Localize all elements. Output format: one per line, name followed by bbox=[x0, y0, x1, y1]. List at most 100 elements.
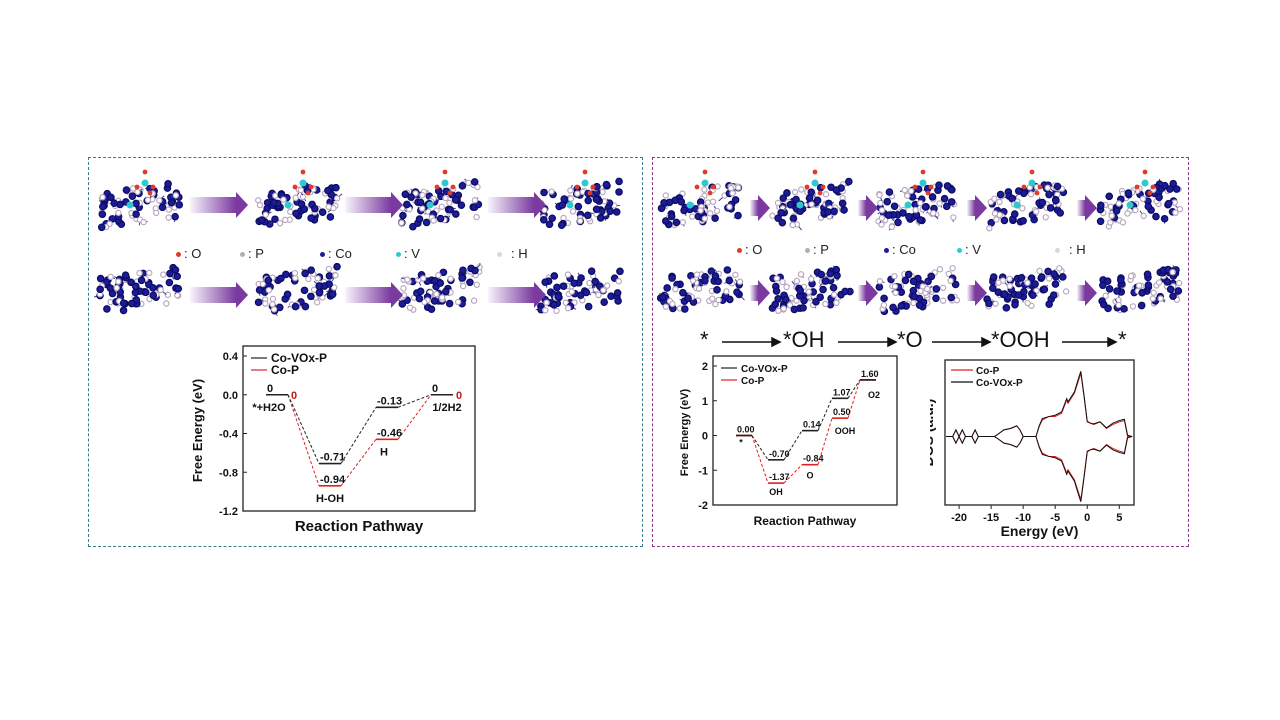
phosphorus-atom bbox=[1175, 279, 1183, 287]
cobalt-atom bbox=[612, 208, 621, 216]
cobalt-atom bbox=[1137, 301, 1146, 310]
data-label: 0.14 bbox=[803, 420, 821, 430]
legend-v-label: : V bbox=[404, 246, 420, 261]
cobalt-atom bbox=[137, 276, 146, 285]
phosphorus-atom bbox=[603, 282, 611, 289]
cobalt-atom bbox=[833, 271, 841, 280]
phosphorus-atom bbox=[891, 272, 898, 280]
arrow-body bbox=[858, 200, 866, 216]
vanadium-atom bbox=[1028, 179, 1036, 187]
data-label: 0.50 bbox=[833, 407, 851, 417]
phosphorus-atom bbox=[732, 271, 739, 278]
cobalt-atom bbox=[680, 206, 688, 215]
cobalt-atom bbox=[883, 197, 892, 206]
vanadium-atom bbox=[1013, 201, 1021, 209]
arrow-head bbox=[758, 195, 770, 221]
cobalt-atom bbox=[557, 221, 566, 229]
cobalt-atom bbox=[1105, 285, 1114, 293]
cobalt-atom bbox=[550, 272, 559, 280]
cobalt-atom bbox=[451, 196, 460, 204]
phosphorus-atom bbox=[712, 300, 719, 308]
phosphorus-atom bbox=[709, 295, 716, 302]
phosphorus-atom bbox=[310, 286, 318, 293]
phosphorus-atom bbox=[446, 199, 453, 207]
cobalt-atom bbox=[1174, 287, 1183, 295]
phosphorus-atom bbox=[950, 214, 957, 221]
cobalt-atom bbox=[583, 211, 592, 220]
cobalt-atom bbox=[459, 266, 467, 275]
phosphorus-atom bbox=[986, 225, 993, 232]
cobalt-atom bbox=[441, 287, 450, 296]
hydrogen-atom-icon bbox=[497, 252, 502, 258]
y-tick-label: 1 bbox=[702, 396, 708, 408]
cobalt-atom bbox=[1164, 199, 1173, 208]
y-axis-label: DOS (a.u.) bbox=[930, 399, 936, 467]
data-label: 0 bbox=[267, 383, 273, 395]
phosphorus-atom bbox=[430, 217, 437, 224]
x-tick-label: -5 bbox=[1050, 512, 1060, 524]
phosphorus-atom bbox=[791, 189, 799, 196]
cobalt-atom bbox=[832, 186, 841, 194]
cobalt-atom bbox=[711, 272, 720, 280]
phosphorus-atom bbox=[797, 271, 805, 278]
phosphorus-atom bbox=[600, 287, 607, 294]
oxygen-atom bbox=[142, 169, 148, 175]
y-tick-label: -2 bbox=[698, 500, 708, 512]
phosphorus-atom bbox=[936, 266, 944, 273]
cobalt-atom bbox=[778, 218, 787, 227]
connector-line bbox=[783, 464, 803, 484]
cobalt-atom bbox=[1008, 194, 1016, 203]
eq-ooh: *OOH bbox=[991, 327, 1050, 352]
cobalt-atom bbox=[792, 195, 800, 204]
cobalt-atom bbox=[401, 190, 410, 199]
cobalt-atom bbox=[399, 211, 407, 220]
cobalt-atom bbox=[127, 278, 135, 287]
phosphorus-atom bbox=[113, 284, 120, 292]
phosphorus-atom bbox=[568, 288, 575, 295]
cobalt-atom bbox=[779, 194, 788, 202]
cobalt-atom bbox=[165, 278, 174, 287]
cobalt-atom bbox=[301, 269, 309, 278]
phosphorus-atom-icon bbox=[240, 252, 245, 258]
cobalt-atom bbox=[1051, 280, 1060, 288]
step-label: OH bbox=[769, 487, 783, 497]
oxygen-atom bbox=[292, 184, 298, 190]
cobalt-atom bbox=[875, 283, 884, 291]
oxygen-atom bbox=[582, 169, 588, 175]
legend-h: : H bbox=[497, 246, 528, 261]
arrow-body bbox=[488, 287, 534, 303]
x-tick-label: 0 bbox=[1084, 512, 1090, 524]
cobalt-atom bbox=[829, 283, 838, 292]
phosphorus-atom bbox=[808, 201, 815, 208]
y-tick-label: 0.0 bbox=[223, 390, 238, 402]
cobalt-atom bbox=[471, 266, 479, 275]
legend-label: Co-VOx-P bbox=[976, 378, 1023, 389]
cobalt-atom bbox=[1049, 291, 1058, 300]
cobalt-atom bbox=[671, 196, 680, 205]
cobalt-atom bbox=[98, 210, 107, 219]
y-tick-label: -0.8 bbox=[219, 467, 238, 479]
oxygen-atom bbox=[1142, 169, 1148, 175]
cobalt-atom bbox=[904, 270, 913, 279]
cobalt-atom bbox=[840, 206, 848, 214]
cobalt-atom bbox=[175, 201, 184, 209]
cobalt-atom bbox=[800, 296, 808, 305]
phosphorus-atom bbox=[564, 271, 572, 278]
cobalt-atom bbox=[807, 188, 816, 196]
cobalt-atom bbox=[403, 296, 411, 304]
cobalt-atom bbox=[587, 267, 596, 276]
connector-line bbox=[817, 398, 833, 431]
cobalt-atom bbox=[106, 284, 115, 292]
legend-label: Co-P bbox=[741, 376, 765, 387]
phosphorus-atom bbox=[695, 285, 703, 292]
cobalt-atom bbox=[422, 218, 431, 227]
cobalt-atom bbox=[452, 210, 460, 218]
cobalt-atom bbox=[947, 293, 956, 302]
cobalt-atom bbox=[560, 195, 569, 203]
phosphorus-atom bbox=[953, 297, 961, 304]
oxygen-atom bbox=[1034, 190, 1040, 196]
connector-line bbox=[340, 439, 377, 487]
phosphorus-atom bbox=[807, 275, 815, 283]
phosphorus-atom bbox=[775, 307, 782, 315]
cobalt-atom bbox=[781, 295, 790, 304]
